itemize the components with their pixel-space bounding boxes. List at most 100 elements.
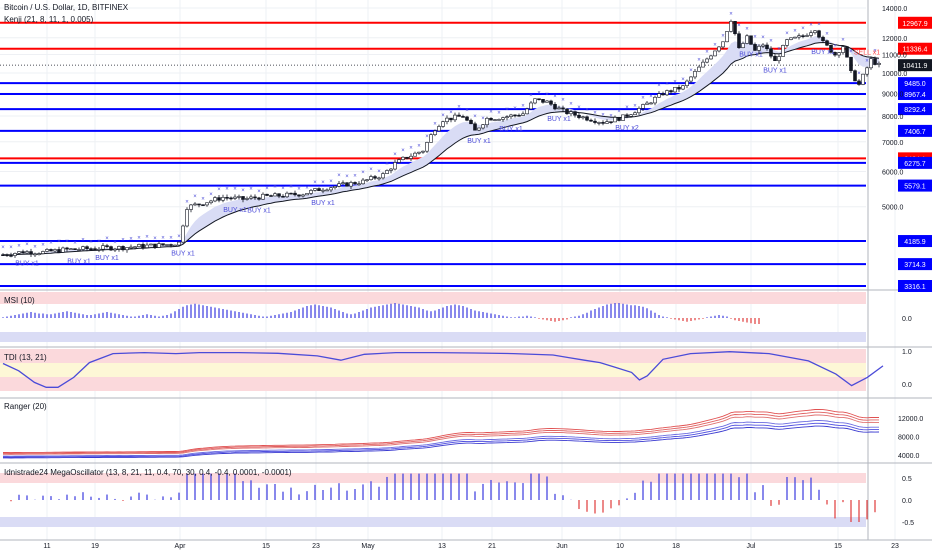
msi-title[interactable]: MSI (10) — [4, 296, 35, 305]
time-tick: 18 — [672, 543, 680, 550]
candle-body — [769, 48, 773, 57]
stop-marker: × — [153, 236, 157, 242]
stop-marker: × — [481, 116, 485, 122]
time-tick: 21 — [488, 543, 496, 550]
indicator-title[interactable]: Kenji (21, 8, 11, 1, 0.005) — [4, 15, 94, 24]
candle-body — [133, 246, 137, 249]
time-tick: May — [361, 543, 375, 550]
candle-body — [501, 117, 505, 120]
candle-body — [685, 80, 689, 87]
candle-body — [829, 44, 833, 53]
price-label-box — [898, 103, 932, 116]
candle-body — [125, 247, 129, 251]
candle-body — [149, 243, 153, 246]
candle-body — [669, 90, 673, 93]
price-label: 5579.1 — [904, 184, 926, 191]
candle-body — [229, 197, 233, 200]
stop-marker: × — [545, 92, 549, 98]
candle-body — [61, 247, 65, 253]
stop-marker: × — [641, 96, 645, 102]
stop-marker: × — [841, 37, 845, 43]
candle-body — [373, 176, 377, 179]
stop-marker: × — [57, 239, 61, 245]
mega-title[interactable]: Idnistrade24 MegaOscillator (13, 8, 21, … — [4, 468, 292, 477]
signal-label: BUY x1 — [223, 207, 247, 214]
candle-body — [433, 130, 437, 135]
candle-body — [165, 244, 169, 246]
candle-body — [113, 248, 117, 251]
time-tick: 15 — [834, 543, 842, 550]
stop-marker: × — [801, 26, 805, 32]
ranger-tick: 8000.0 — [898, 434, 920, 441]
candle-body — [549, 100, 553, 105]
candle-body — [201, 204, 205, 206]
stop-marker: × — [361, 170, 365, 176]
candle-body — [757, 45, 761, 51]
stop-marker: × — [665, 82, 669, 88]
stop-marker: × — [409, 145, 413, 151]
stop-marker: × — [457, 104, 461, 110]
stop-marker: × — [145, 235, 149, 241]
stop-marker: × — [257, 189, 261, 195]
stop-marker: × — [417, 144, 421, 150]
candle-body — [169, 244, 173, 246]
signal-label: BUY x1 — [763, 68, 787, 75]
signal-markers: × × × × × × × × × × × × × × × × × × × × × × × × × × × × × × × × × × × × × × × ×… — [1, 12, 880, 268]
ranger-line — [3, 408, 879, 454]
symbol-title[interactable]: Bitcoin / U.S. Dollar, 1D, BITFINEX — [4, 3, 129, 12]
candle-body — [405, 156, 409, 159]
candle-body — [717, 46, 721, 52]
ranger-line — [3, 411, 879, 454]
stop-marker: × — [865, 59, 869, 65]
candle-body — [285, 192, 289, 198]
candle-body — [629, 114, 633, 117]
candle-body — [781, 45, 785, 57]
candle-body — [693, 71, 697, 78]
candle-body — [609, 121, 613, 123]
price-label: 9485.0 — [904, 81, 926, 88]
candle-body — [533, 98, 537, 104]
signal-label: BUY x1 — [547, 116, 571, 123]
candle-body — [529, 102, 533, 110]
tdi-line: 1.0 0.0 — [2, 349, 912, 389]
stop-marker: × — [657, 83, 661, 89]
candle-body — [1, 254, 5, 256]
candle-body — [705, 58, 709, 63]
candle-body — [329, 187, 333, 191]
kenji-band — [2, 36, 880, 256]
tdi-tick: 1.0 — [902, 349, 912, 356]
candle-body — [157, 243, 161, 248]
candle-body — [857, 80, 861, 85]
ranger-tick: 4000.0 — [898, 453, 920, 460]
candle-body — [377, 177, 381, 180]
stop-marker: × — [25, 242, 29, 248]
tdi-tick: 0.0 — [902, 382, 912, 389]
stop-marker: × — [49, 240, 53, 246]
candle-body — [477, 127, 481, 131]
candle-body — [865, 67, 869, 75]
candle-body — [817, 30, 821, 38]
candle-body — [21, 251, 25, 254]
stop-marker: × — [689, 68, 693, 74]
candle-body — [213, 197, 217, 202]
stop-marker: × — [537, 91, 541, 97]
ranger-title[interactable]: Ranger (20) — [4, 402, 47, 411]
candle-body — [225, 197, 229, 199]
tdi-title[interactable]: TDI (13, 21) — [4, 353, 47, 362]
stop-marker: × — [649, 94, 653, 100]
stop-marker: × — [385, 161, 389, 167]
kenji-fill — [3, 36, 879, 255]
stop-marker: × — [553, 94, 557, 100]
stop-marker: × — [329, 179, 333, 185]
candle-body — [69, 248, 73, 250]
candle-body — [397, 159, 401, 163]
candle-body — [581, 116, 585, 119]
candle-body — [173, 244, 177, 247]
candle-body — [257, 197, 261, 200]
stop-marker: × — [473, 114, 477, 120]
price-label: 8292.4 — [904, 107, 926, 114]
candle-body — [725, 31, 729, 43]
candle-body — [273, 193, 277, 197]
candle-body — [641, 104, 645, 109]
